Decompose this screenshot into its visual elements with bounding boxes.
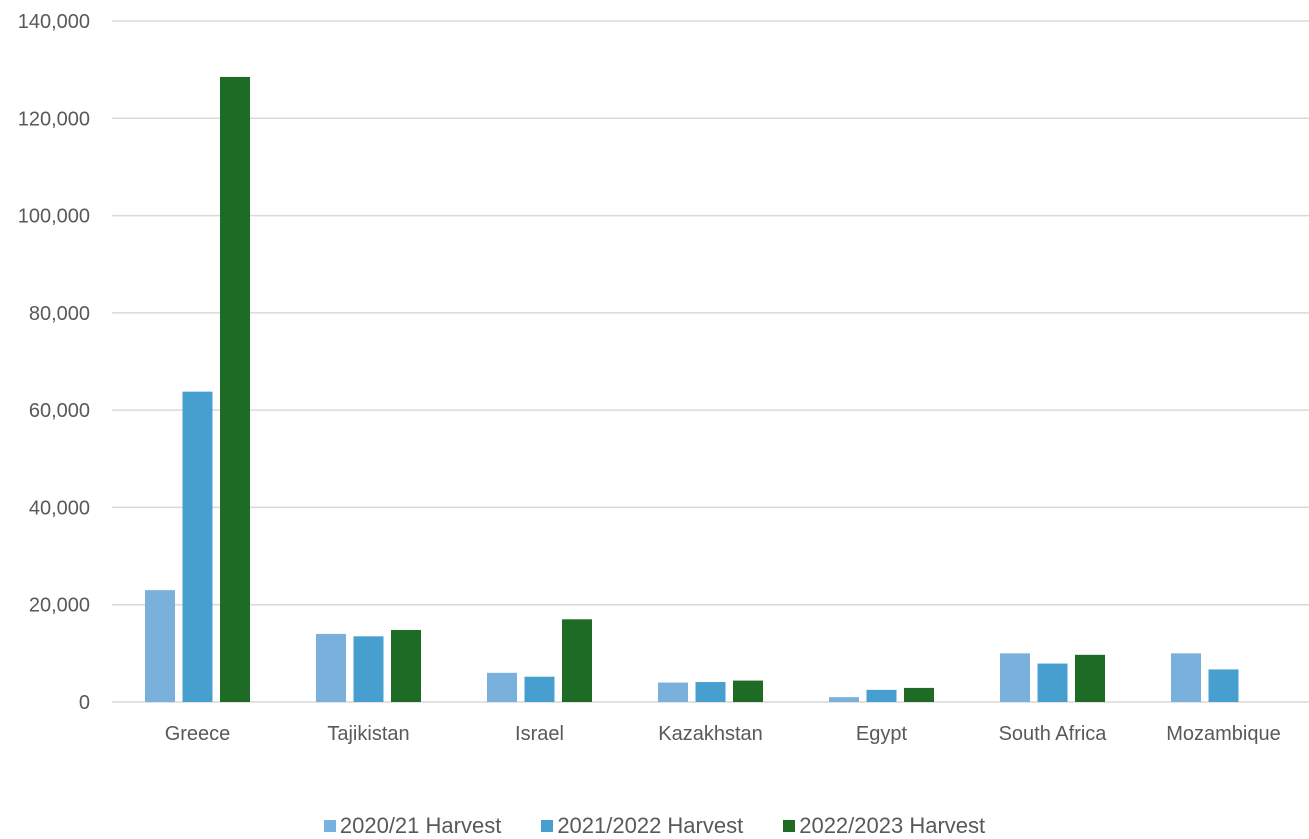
category-label-greece: Greece [165,723,231,745]
legend: 2020/21 Harvest 2021/2022 Harvest 2022/2… [0,812,1309,839]
bar-tajikistan-series-1 [316,633,346,702]
gridlines [112,20,1309,703]
category-label-tajikistan: Tajikistan [327,723,409,745]
legend-label-series-3: 2022/2023 Harvest [799,812,986,838]
y-tick-label: 40,000 [29,497,90,519]
y-tick-label: 60,000 [29,400,90,422]
bar-chart: 0 20,000 40,000 60,000 80,000 100,000 120,000 1… [18,11,1309,745]
legend-item-series-1: 2020/21 Harvest [323,812,502,839]
category-label-south-africa: South Africa [999,723,1108,745]
bar-tajikistan-series-2 [353,636,384,702]
bar-egypt-series-3 [904,687,934,702]
bar-greece-series-1 [145,590,175,702]
y-tick-label: 80,000 [29,303,90,325]
bar-greece-series-3 [220,76,250,703]
bar-egypt-series-1 [829,697,859,702]
y-tick-label: 0 [79,692,90,714]
bar-israel-series-1 [487,672,517,702]
category-label-kazakhstan: Kazakhstan [658,723,763,745]
bar-mozambique-series-2 [1208,669,1239,702]
bar-kazakhstan-series-2 [695,682,726,702]
bars [145,76,1239,703]
y-tick-label: 100,000 [18,206,90,228]
bar-south-africa-series-1 [1000,653,1030,702]
y-tick-label: 120,000 [18,108,90,130]
category-label-egypt: Egypt [856,723,908,745]
legend-item-series-3: 2022/2023 Harvest [783,812,985,839]
legend-swatch-series-2 [541,819,554,832]
legend-swatch-series-1 [323,819,336,832]
x-axis-category-labels: Greece Tajikistan Israel Kazakhstan Egypt Sou… [165,723,1281,745]
bar-tajikistan-series-3 [391,630,421,702]
bar-kazakhstan-series-3 [733,680,763,702]
legend-label-series-2: 2021/2022 Harvest [557,812,744,838]
bar-greece-series-2 [182,391,213,702]
y-tick-label: 140,000 [18,11,90,33]
legend-swatch-series-3 [783,819,796,832]
bar-israel-series-2 [524,676,555,702]
y-tick-label: 20,000 [29,595,90,617]
legend-label-series-1: 2020/21 Harvest [339,812,502,838]
bar-egypt-series-2 [866,689,897,702]
bar-israel-series-3 [562,619,592,702]
category-label-israel: Israel [515,723,564,745]
category-label-mozambique: Mozambique [1166,723,1281,745]
bar-mozambique-series-1 [1171,653,1201,702]
bar-south-africa-series-2 [1037,663,1068,702]
bar-kazakhstan-series-1 [658,682,688,702]
y-axis-tick-labels: 0 20,000 40,000 60,000 80,000 100,000 120,000 1… [18,11,90,714]
bar-south-africa-series-3 [1075,654,1105,702]
legend-item-series-2: 2021/2022 Harvest [541,812,743,839]
